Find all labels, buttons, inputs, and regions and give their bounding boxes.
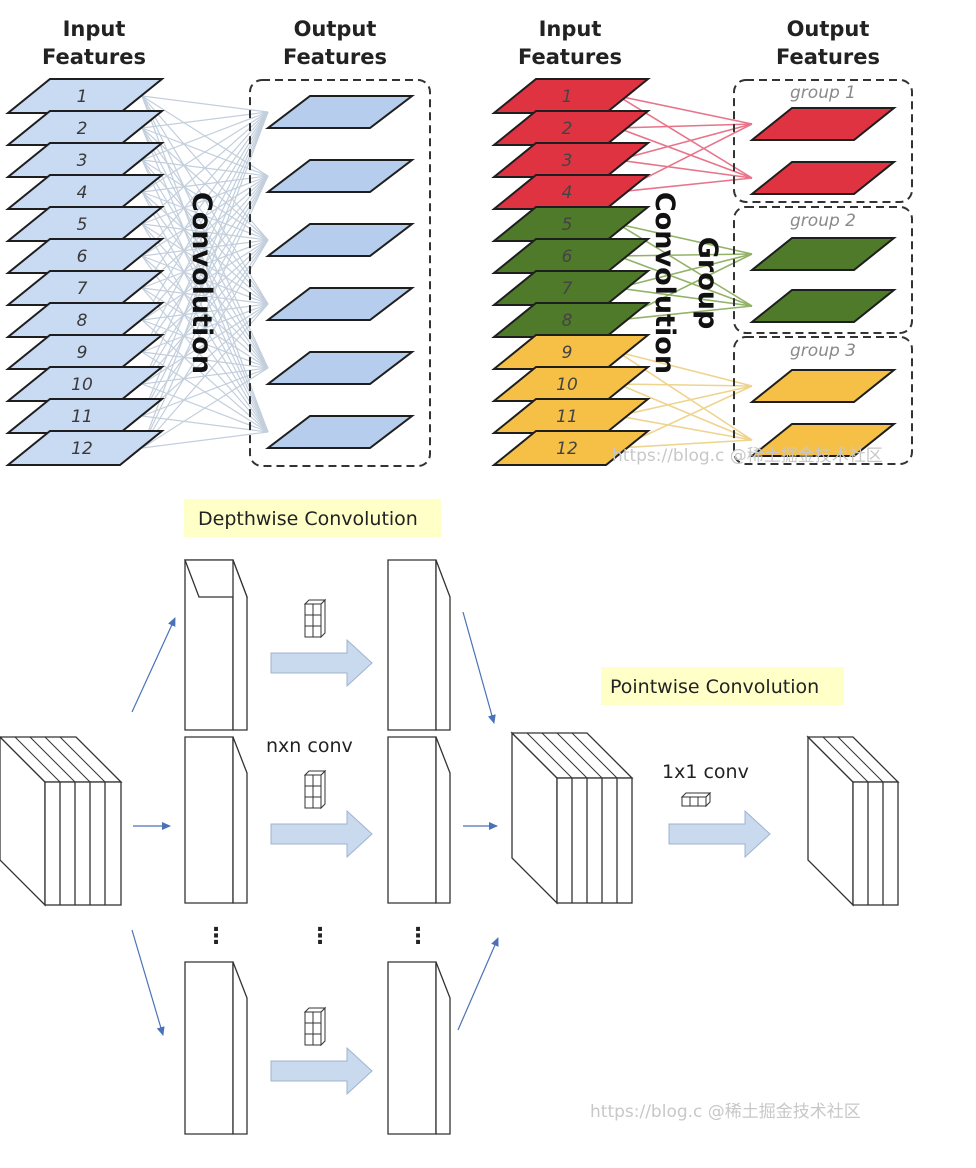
depthwise-title: Depthwise Convolution [198,508,418,530]
gc-output-header-line2: Features [776,45,880,69]
depthwise-output-1 [388,560,450,730]
gc-input-feature-number: 4 [562,183,573,203]
block-arrow-1 [271,640,372,686]
group-convolution-label-convolution: Convolution [649,192,680,374]
input-feature-number: 7 [77,279,88,299]
gc-input-feature-number: 2 [562,119,573,139]
output-feature-stack [268,96,412,448]
gc-input-feature-number: 3 [562,151,573,171]
input-feature-number: 3 [77,151,88,171]
arrow-input-to-plane3 [132,930,163,1035]
input-feature-number: 6 [77,247,88,267]
ellipsis-3: ⋮ [407,924,429,949]
gc-input-header-line1: Input [539,17,602,41]
input-feature-number: 5 [77,215,88,235]
output-feature-6 [268,416,412,448]
watermark-top: https://blog.c @稀土掘金技术社区 [612,446,883,466]
input-feature-number: 10 [71,375,93,395]
gc-input-feature-number: 12 [556,439,578,459]
group2-output-1 [752,238,894,270]
depthwise-plane-1 [185,560,247,730]
depthwise-separable-panel: Depthwise Convolution Pointwise Convolut… [0,499,898,1134]
arrow-out1-to-concat [463,612,494,723]
arrow-input-to-plane1 [132,618,175,712]
arrow-out3-to-concat [458,938,498,1030]
group-convolution-panel: Input Features Output Features 123456789… [494,17,912,466]
depthwise-output-3 [388,962,450,1134]
1x1-kernel-icon [682,793,710,806]
convolution-label: Convolution [186,192,217,374]
gc-input-feature-number: 8 [562,311,573,331]
input-feature-number: 2 [77,119,88,139]
gc-output-header-line1: Output [787,17,870,41]
output-header-line1: Output [294,17,377,41]
output-feature-1 [268,96,412,128]
output-feature-5 [268,352,412,384]
block-arrow-2 [271,811,372,857]
depthwise-plane-3 [185,962,247,1134]
input-feature-number: 11 [71,407,93,427]
group2-label: group 2 [790,211,856,231]
block-arrow-pointwise [669,811,770,857]
group1-output-2 [752,162,894,194]
gc-input-feature-number: 10 [556,375,578,395]
group2-output-2 [752,290,894,322]
full-convolution-panel: Input Features Output Features 123456789… [8,17,430,466]
depthwise-plane-2 [185,737,247,903]
ellipsis-2: ⋮ [309,924,331,949]
1x1-conv-label: 1x1 conv [662,761,749,783]
nxn-kernel-icon [305,771,325,808]
block-arrow-3 [271,1048,372,1094]
gc-input-feature-number: 9 [562,343,573,363]
input-feature-number: 8 [77,311,88,331]
concatenated-tensor [512,733,632,903]
nxn-kernel-icon [305,600,325,637]
gc-input-header-line2: Features [518,45,622,69]
group1-output-1 [752,108,894,140]
gc-input-feature-number: 7 [562,279,573,299]
group3-output-1 [752,370,894,402]
gc-input-feature-number: 1 [562,87,573,107]
output-feature-4 [268,288,412,320]
input-feature-number: 4 [77,183,88,203]
watermark-bottom: https://blog.c @稀土掘金技术社区 [590,1102,861,1122]
input-feature-number: 1 [77,87,88,107]
output-feature-3 [268,224,412,256]
group1-label: group 1 [790,83,856,103]
nxn-conv-label: nxn conv [266,735,353,757]
input-header-line2: Features [42,45,146,69]
output-tensor [808,737,898,905]
group-convolution-label-group: Group [692,237,723,330]
group3-label: group 3 [790,341,856,361]
output-feature-2 [268,160,412,192]
gc-input-feature-number: 6 [562,247,573,267]
input-feature-number: 12 [71,439,93,459]
gc-input-feature-number: 5 [562,215,573,235]
nxn-kernel-icon [305,1008,325,1045]
pointwise-title: Pointwise Convolution [610,676,819,698]
gc-input-feature-number: 11 [556,407,578,427]
output-features-box [250,80,430,466]
input-feature-number: 9 [77,343,88,363]
depthwise-output-2 [388,737,450,903]
input-header-line1: Input [63,17,126,41]
input-tensor [0,737,121,905]
ellipsis-1: ⋮ [205,924,227,949]
gc-output-feature-stack [752,108,894,456]
output-header-line2: Features [283,45,387,69]
